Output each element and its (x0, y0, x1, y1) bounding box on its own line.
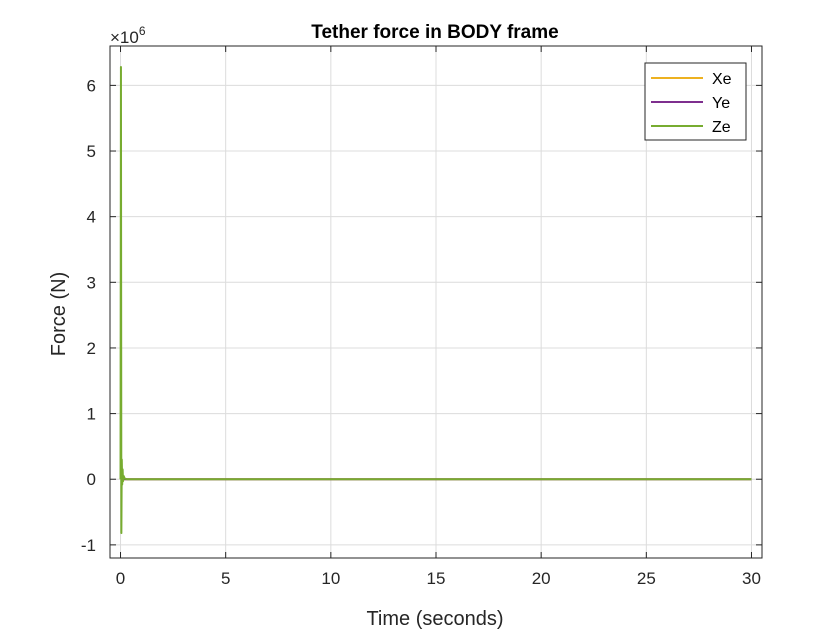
y-tick-label: 1 (87, 405, 96, 424)
series-line-ze (119, 66, 752, 535)
legend-label: Xe (712, 71, 732, 88)
y-tick-label: 4 (87, 208, 96, 227)
y-tick-label: 6 (87, 76, 96, 95)
x-axis-label: Time (seconds) (366, 608, 503, 630)
axis-ticks: 0 5 10 15 20 25 30 -1 0 1 2 3 4 5 6 (81, 46, 762, 588)
legend-label: Ye (712, 95, 730, 112)
chart-title: Tether force in BODY frame (311, 22, 558, 43)
x-tick-label: 25 (637, 569, 656, 588)
series-lines (119, 66, 752, 535)
x-tick-label: 0 (116, 569, 125, 588)
y-tick-label: 5 (87, 142, 96, 161)
y-tick-label: 3 (87, 273, 96, 292)
x-tick-label: 10 (321, 569, 340, 588)
y-axis-label: Force (N) (48, 272, 70, 356)
legend: Xe Ye Ze (644, 62, 747, 141)
x-tick-label: 20 (532, 569, 551, 588)
y-exponent-base: ×10 (110, 28, 139, 47)
x-tick-label: 30 (742, 569, 761, 588)
x-tick-label: 15 (427, 569, 446, 588)
x-tick-label: 5 (221, 569, 230, 588)
y-tick-label: -1 (81, 536, 96, 555)
y-tick-label: 2 (87, 339, 96, 358)
legend-label: Ze (712, 119, 731, 136)
y-axis-exponent: ×106 (110, 24, 146, 47)
y-exponent-power: 6 (139, 24, 146, 38)
y-tick-label: 0 (87, 470, 96, 489)
